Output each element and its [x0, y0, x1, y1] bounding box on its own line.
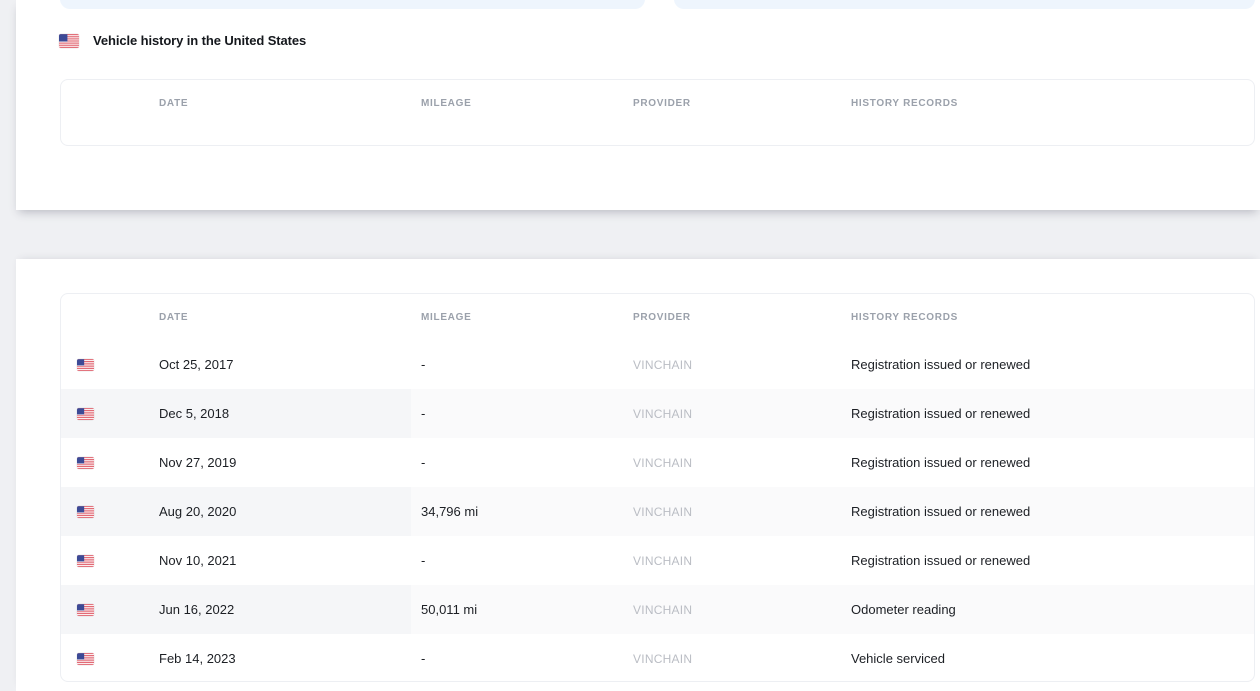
history-record: Registration issued or renewed — [851, 455, 1031, 470]
column-header-mileage: MILEAGE — [421, 311, 472, 323]
history-date: Dec 5, 2018 — [159, 389, 411, 438]
history-mileage: - — [421, 553, 426, 568]
row-flag-cell — [61, 340, 159, 389]
table-row[interactable]: Feb 14, 2023 - VINCHAIN Vehicle serviced — [61, 634, 1254, 681]
summary-card-left[interactable] — [60, 0, 645, 9]
top-section: Vehicle history in the United States DAT… — [16, 0, 1260, 210]
history-record: Registration issued or renewed — [851, 357, 1031, 372]
row-flag-cell — [61, 389, 159, 438]
table-row[interactable]: Aug 20, 2020 34,796 mi VINCHAIN Registratio… — [61, 487, 1254, 536]
history-date: Nov 27, 2019 — [159, 455, 237, 470]
history-provider: VINCHAIN — [633, 651, 693, 666]
table-row[interactable]: Nov 10, 2021 - VINCHAIN Registration issued… — [61, 536, 1254, 585]
column-header-provider: PROVIDER — [633, 311, 691, 323]
us-flag-icon — [77, 358, 94, 371]
table-row[interactable]: Nov 27, 2019 - VINCHAIN Registration issued… — [61, 438, 1254, 487]
bottom-section: DATE MILEAGE PROVIDER HISTORY RECORDS Oc… — [16, 259, 1260, 691]
us-flag-icon — [77, 407, 94, 420]
us-history-table-empty: DATE MILEAGE PROVIDER HISTORY RECORDS — [60, 79, 1255, 146]
row-flag-cell — [61, 487, 159, 536]
history-mileage: - — [421, 455, 426, 470]
row-flag-cell — [61, 634, 159, 681]
table-header-row: DATE MILEAGE PROVIDER HISTORY RECORDS — [61, 80, 1254, 126]
history-record: Odometer reading — [851, 602, 956, 617]
history-date: Feb 14, 2023 — [159, 651, 236, 666]
row-flag-cell — [61, 536, 159, 585]
table-row[interactable]: Jun 16, 2022 50,011 mi VINCHAIN Odometer re… — [61, 585, 1254, 634]
us-flag-icon — [77, 456, 94, 469]
us-flag-icon — [77, 554, 94, 567]
history-mileage: - — [421, 357, 426, 372]
column-header-date: DATE — [159, 311, 189, 323]
history-record: Registration issued or renewed — [851, 553, 1031, 568]
history-provider: VINCHAIN — [633, 357, 693, 372]
us-flag-icon — [59, 33, 79, 48]
history-date: Oct 25, 2017 — [159, 357, 234, 372]
history-provider: VINCHAIN — [633, 553, 693, 568]
row-flag-cell — [61, 585, 159, 634]
history-date: Jun 16, 2022 — [159, 585, 411, 634]
history-record: Registration issued or renewed — [851, 406, 1031, 421]
summary-card-right[interactable] — [674, 0, 1255, 9]
column-header-provider: PROVIDER — [633, 97, 691, 109]
history-provider: VINCHAIN — [633, 602, 693, 617]
us-flag-icon — [77, 652, 94, 665]
row-flag-cell — [61, 438, 159, 487]
history-record: Vehicle serviced — [851, 651, 945, 666]
history-provider: VINCHAIN — [633, 504, 693, 519]
section-title-row: Vehicle history in the United States — [59, 33, 306, 48]
column-header-history-records: HISTORY RECORDS — [851, 97, 958, 109]
history-mileage: - — [421, 406, 426, 421]
column-header-date: DATE — [159, 97, 189, 109]
history-mileage: - — [421, 651, 426, 666]
history-mileage: 50,011 mi — [421, 602, 478, 617]
history-provider: VINCHAIN — [633, 406, 693, 421]
history-date: Aug 20, 2020 — [159, 487, 411, 536]
column-header-mileage: MILEAGE — [421, 97, 472, 109]
us-flag-icon — [77, 505, 94, 518]
history-provider: VINCHAIN — [633, 455, 693, 470]
table-row[interactable]: Oct 25, 2017 - VINCHAIN Registration issued… — [61, 340, 1254, 389]
history-date: Nov 10, 2021 — [159, 553, 237, 568]
column-header-history-records: HISTORY RECORDS — [851, 311, 958, 323]
table-row[interactable]: Dec 5, 2018- VINCHAIN Registration issued … — [61, 389, 1254, 438]
us-flag-icon — [77, 603, 94, 616]
table-body: Oct 25, 2017 - VINCHAIN Registration issued… — [61, 340, 1254, 681]
history-mileage: 34,796 mi — [421, 504, 479, 519]
table-header-row: DATE MILEAGE PROVIDER HISTORY RECORDS — [61, 294, 1254, 340]
vehicle-history-table: DATE MILEAGE PROVIDER HISTORY RECORDS Oc… — [60, 293, 1255, 682]
section-title: Vehicle history in the United States — [93, 33, 307, 48]
history-record: Registration issued or renewed — [851, 504, 1031, 519]
